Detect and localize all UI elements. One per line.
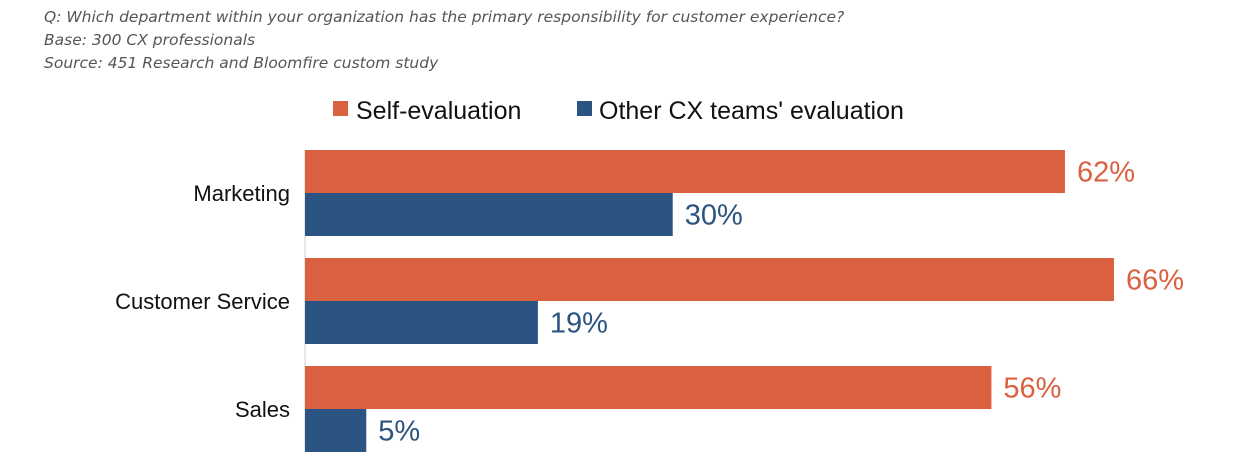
legend-swatch-other-cx-teams [577,101,592,116]
category-label-sales: Sales [235,397,290,422]
legend: Self-evaluation Other CX teams' evaluati… [333,97,904,125]
chart-metadata: Q: Which department within your organiza… [44,6,844,75]
data-label-marketing-self-evaluation: 62% [1077,157,1135,189]
survey-source: Source: 451 Research and Bloomfire custo… [44,54,439,72]
legend-label-other-cx-teams: Other CX teams' evaluation [599,97,904,125]
data-label-sales-other-cx-teams: 5% [378,416,420,448]
data-label-sales-self-evaluation: 56% [1003,373,1061,405]
category-label-customer-service: Customer Service [115,289,290,314]
bar-customer-service-other-cx-teams [305,301,538,344]
bar-customer-service-self-evaluation [305,258,1114,301]
plot-area: Marketing 62% 30% Customer Service 66% 19% Sal… [115,150,1184,452]
survey-question: Q: Which department within your organiza… [44,8,845,26]
bar-marketing-other-cx-teams [305,193,673,236]
bar-sales-self-evaluation [305,366,992,409]
data-label-customer-service-self-evaluation: 66% [1126,265,1184,297]
bar-sales-other-cx-teams [305,409,367,452]
bar-marketing-self-evaluation [305,150,1065,193]
data-label-customer-service-other-cx-teams: 19% [550,308,608,340]
category-label-marketing: Marketing [193,181,290,206]
data-label-marketing-other-cx-teams: 30% [685,200,743,232]
legend-label-self-evaluation: Self-evaluation [356,97,521,125]
legend-swatch-self-evaluation [333,101,348,116]
survey-base: Base: 300 CX professionals [44,31,256,49]
